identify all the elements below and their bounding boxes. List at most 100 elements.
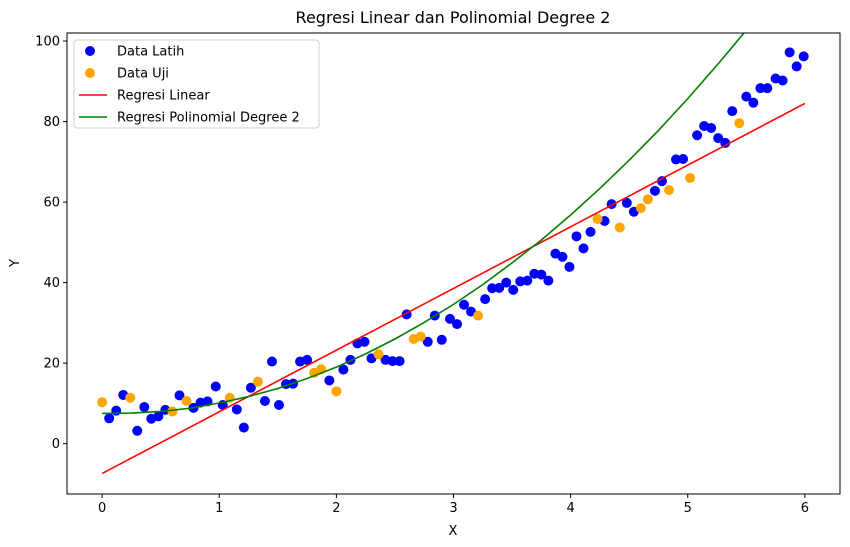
data-point — [649, 185, 660, 196]
data-point — [635, 203, 646, 214]
legend-item: Data Uji — [85, 67, 169, 82]
data-point — [585, 226, 596, 237]
x-axis-label: X — [449, 524, 458, 539]
data-point — [266, 356, 277, 367]
data-point — [245, 382, 256, 393]
data-point — [557, 251, 568, 262]
data-point — [324, 375, 335, 386]
data-point — [139, 402, 150, 413]
data-point — [231, 404, 242, 415]
data-point — [238, 422, 249, 433]
legend-item: Data Latih — [85, 45, 184, 60]
data-point — [167, 406, 178, 417]
data-point — [777, 75, 788, 86]
data-point — [678, 154, 689, 165]
data-point — [104, 413, 115, 424]
data-point — [571, 231, 582, 242]
legend-label: Data Latih — [117, 45, 184, 60]
data-point — [720, 137, 731, 148]
data-point — [132, 425, 143, 436]
data-point — [614, 222, 625, 233]
chart-title: Regresi Linear dan Polinomial Degree 2 — [296, 8, 611, 27]
data-point — [664, 185, 675, 196]
data-point — [415, 331, 426, 342]
data-point — [501, 277, 512, 288]
legend-label: Regresi Polinomial Degree 2 — [117, 111, 300, 126]
y-tick-label: 40 — [43, 276, 60, 291]
data-point — [97, 397, 108, 408]
data-point — [459, 299, 470, 310]
data-point — [727, 106, 738, 117]
series-data-latih — [104, 47, 809, 436]
legend: Data Latih Data Uji Regresi Linear Regresi … — [73, 39, 320, 129]
y-tick-label: 0 — [52, 437, 60, 452]
y-tick-label: 80 — [43, 115, 60, 130]
series-data-uji — [97, 118, 745, 417]
data-point — [522, 275, 533, 286]
data-point — [536, 269, 547, 280]
legend-box — [73, 39, 320, 129]
data-point — [331, 386, 342, 397]
x-tick-label: 3 — [449, 501, 457, 516]
data-point — [394, 356, 405, 367]
data-point — [359, 336, 370, 347]
legend-marker — [85, 68, 95, 78]
data-point — [473, 310, 484, 321]
data-point — [791, 61, 802, 72]
legend-item: Regresi Polinomial Degree 2 — [79, 111, 300, 126]
data-point — [210, 381, 221, 392]
x-tick-label: 6 — [801, 501, 809, 516]
y-axis-label: Y — [8, 259, 23, 268]
data-point — [543, 275, 554, 286]
data-point — [713, 133, 724, 144]
data-point — [302, 354, 313, 365]
legend-label: Regresi Linear — [117, 89, 210, 104]
data-point — [798, 51, 809, 62]
data-point — [436, 334, 447, 345]
data-point — [508, 284, 519, 295]
data-point — [692, 130, 703, 141]
y-tick-label: 20 — [43, 357, 60, 372]
data-point — [444, 313, 455, 324]
data-point — [755, 83, 766, 94]
data-point — [181, 395, 192, 406]
data-point — [494, 282, 505, 293]
x-tick-label: 4 — [566, 501, 574, 516]
data-point — [578, 243, 589, 254]
data-point — [706, 123, 717, 134]
data-point — [564, 261, 575, 272]
plot-area — [97, 33, 809, 475]
y-axis: 0 20 40 60 80 100 — [35, 35, 67, 452]
legend-item: Regresi Linear — [79, 89, 210, 104]
data-point — [621, 197, 632, 208]
x-axis: 0 1 2 3 4 5 6 — [98, 494, 809, 516]
legend-label: Data Uji — [117, 67, 169, 82]
data-point — [174, 390, 185, 401]
data-point — [273, 400, 284, 411]
data-point — [685, 172, 696, 183]
data-point — [642, 194, 653, 205]
x-tick-label: 2 — [332, 501, 340, 516]
series-line-regresi-linear — [101, 102, 806, 475]
y-tick-label: 100 — [35, 35, 60, 50]
series-line-regresi-polinomial-degree-2 — [102, 33, 745, 415]
data-point — [741, 91, 752, 102]
data-point — [125, 392, 136, 403]
data-point — [153, 411, 164, 422]
data-point — [762, 83, 773, 94]
data-point — [656, 176, 667, 187]
x-tick-label: 5 — [684, 501, 692, 516]
data-point — [422, 336, 433, 347]
x-tick-label: 1 — [215, 501, 223, 516]
data-point — [734, 118, 745, 129]
data-point — [373, 349, 384, 360]
data-point — [387, 356, 398, 367]
data-point — [252, 376, 263, 387]
data-point — [748, 97, 759, 108]
y-tick-label: 60 — [43, 196, 60, 211]
data-point — [111, 405, 122, 416]
data-point — [259, 395, 270, 406]
data-point — [452, 319, 463, 330]
data-point — [480, 294, 491, 305]
